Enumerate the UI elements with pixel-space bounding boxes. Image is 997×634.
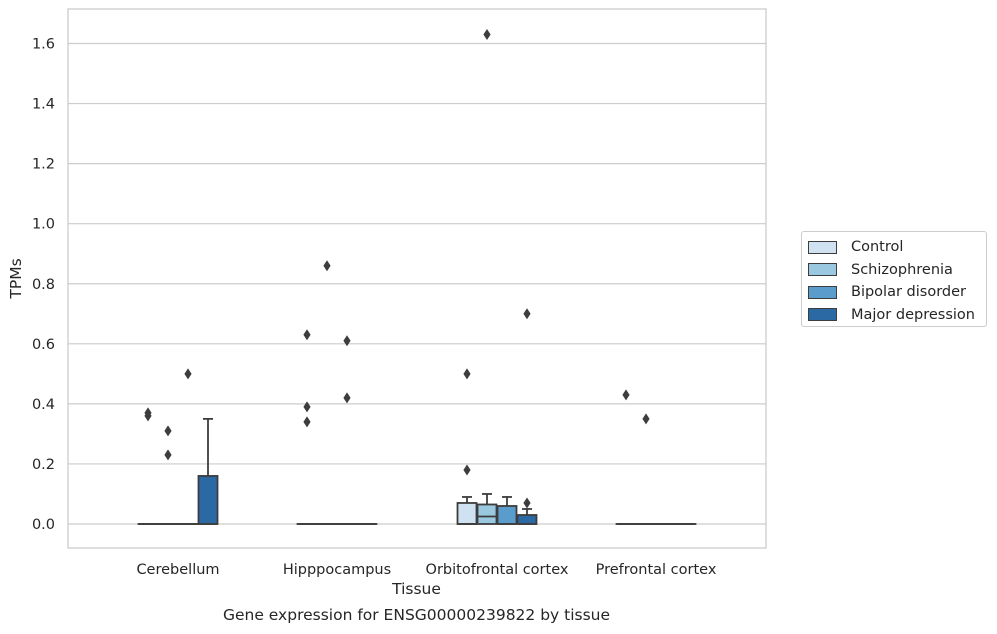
- outlier-s0-c2-0: [463, 464, 471, 476]
- outlier-s3-c2-1: [523, 308, 531, 320]
- outlier-s1-c3-0: [642, 413, 650, 425]
- legend-item-major-depression: Major depression: [808, 304, 986, 327]
- y-tick-label-0: 0.0: [32, 517, 55, 533]
- legend-swatch-schizophrenia: [808, 263, 837, 277]
- legend-item-schizophrenia: Schizophrenia: [808, 259, 986, 282]
- y-tick-label-8: 1.6: [32, 37, 55, 53]
- outliers-layer: [144, 28, 650, 509]
- box-s3-c0: [197, 475, 219, 525]
- legend-label-major-depression: Major depression: [851, 306, 975, 323]
- y-axis-label: TPMs: [7, 258, 25, 299]
- box-s1-c2: [476, 503, 498, 525]
- y-tick-label-2: 0.4: [32, 397, 55, 413]
- y-tick-label-1: 0.2: [32, 457, 55, 473]
- legend-item-bipolar-disorder: Bipolar disorder: [808, 281, 986, 304]
- box-s0-c2: [456, 502, 478, 525]
- outlier-s3-c2-0: [523, 497, 531, 509]
- y-tick-label-6: 1.2: [32, 157, 55, 173]
- x-tick-labels: Cerebellum Hipppocampus Orbitofrontal cort…: [136, 562, 716, 578]
- legend-label-bipolar-disorder: Bipolar disorder: [851, 284, 966, 301]
- chart-caption: Gene expression for ENSG00000239822 by t…: [222, 606, 611, 624]
- legend-label-schizophrenia: Schizophrenia: [851, 261, 953, 278]
- outlier-s2-c0-0: [184, 368, 192, 380]
- legend-swatch-bipolar-disorder: [808, 285, 837, 299]
- outlier-s0-c0-1: [144, 407, 152, 419]
- outlier-s2-c1-1: [343, 335, 351, 347]
- legend: Control Schizophrenia Bipolar disorder M…: [801, 231, 987, 327]
- outlier-s1-c0-1: [164, 425, 172, 437]
- legend-item-control: Control: [808, 236, 986, 259]
- box-s2-c2: [496, 505, 518, 525]
- outlier-s1-c0-0: [164, 449, 172, 461]
- outlier-s0-c3-0: [622, 389, 630, 401]
- plot-area: [68, 9, 766, 548]
- x-axis-label: Tissue: [391, 580, 441, 598]
- box-s3-c2: [516, 514, 538, 525]
- outlier-s0-c1-0: [303, 416, 311, 428]
- plot-frame: [67, 8, 767, 549]
- outlier-s2-c1-0: [343, 392, 351, 404]
- x-tick-label-1: Hipppocampus: [283, 562, 391, 578]
- y-tick-label-7: 1.4: [32, 97, 55, 113]
- x-tick-label-3: Prefrontal cortex: [596, 562, 717, 578]
- boxes-layer: [137, 417, 697, 525]
- outlier-s0-c1-2: [303, 329, 311, 341]
- outlier-s1-c1-0: [323, 260, 331, 272]
- legend-swatch-major-depression: [808, 308, 837, 322]
- outlier-s0-c1-1: [303, 401, 311, 413]
- legend-swatch-control: [808, 240, 837, 254]
- y-tick-labels: 0.0 0.2 0.4 0.6 0.8 1.0 1.2 1.4 1.6: [32, 37, 55, 534]
- x-tick-label-0: Cerebellum: [136, 562, 219, 578]
- outlier-s0-c2-1: [463, 368, 471, 380]
- legend-label-control: Control: [851, 239, 904, 256]
- outlier-s1-c2-0: [483, 28, 491, 40]
- y-tick-label-4: 0.8: [32, 277, 55, 293]
- y-tick-label-3: 0.6: [32, 337, 55, 353]
- y-tick-label-5: 1.0: [32, 217, 55, 233]
- x-tick-label-2: Orbitofrontal cortex: [426, 562, 569, 578]
